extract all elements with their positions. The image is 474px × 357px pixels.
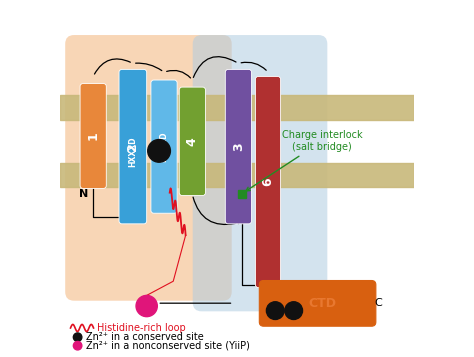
Text: Histidine-rich loop: Histidine-rich loop <box>97 323 186 333</box>
Bar <box>60 95 414 120</box>
FancyBboxPatch shape <box>151 80 177 213</box>
Text: Zn²⁺ in a nonconserved site (YiiP): Zn²⁺ in a nonconserved site (YiiP) <box>86 341 250 351</box>
Bar <box>238 190 246 198</box>
Text: HXXXD: HXXXD <box>128 137 137 167</box>
Text: Charge interlock
(salt bridge): Charge interlock (salt bridge) <box>246 130 362 191</box>
FancyBboxPatch shape <box>80 84 106 188</box>
Text: 5: 5 <box>157 142 171 151</box>
Text: HXXXD: HXXXD <box>160 131 169 162</box>
FancyBboxPatch shape <box>255 76 281 288</box>
FancyBboxPatch shape <box>259 281 376 326</box>
Text: C: C <box>375 298 383 308</box>
Circle shape <box>73 333 82 341</box>
Circle shape <box>148 140 171 162</box>
FancyBboxPatch shape <box>225 69 252 224</box>
Circle shape <box>73 341 82 350</box>
FancyBboxPatch shape <box>65 35 232 301</box>
Text: 4: 4 <box>186 137 199 146</box>
Text: 6: 6 <box>262 178 274 186</box>
FancyBboxPatch shape <box>179 87 205 196</box>
FancyBboxPatch shape <box>119 69 146 224</box>
Circle shape <box>136 295 157 317</box>
Text: N: N <box>79 190 89 200</box>
Text: 1: 1 <box>87 132 100 140</box>
Bar <box>60 162 414 187</box>
Text: CTD: CTD <box>308 297 336 310</box>
Circle shape <box>266 302 284 320</box>
Circle shape <box>285 302 302 320</box>
FancyBboxPatch shape <box>193 35 328 311</box>
Text: 3: 3 <box>232 142 245 151</box>
Text: 2: 2 <box>127 142 139 151</box>
Text: Zn²⁺ in a conserved site: Zn²⁺ in a conserved site <box>86 332 204 342</box>
